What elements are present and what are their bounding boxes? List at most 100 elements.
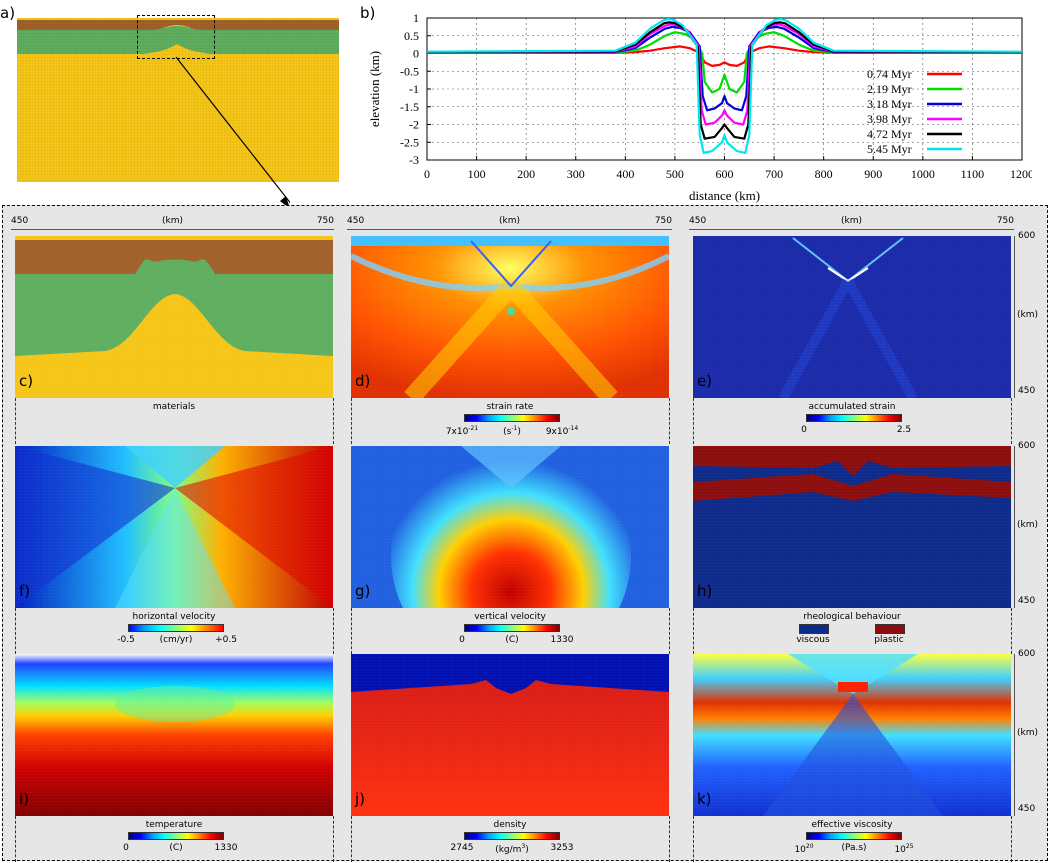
model-panels-frame: 450 (km) 750 450 (km) 750 450 (km) 750 6… xyxy=(2,205,1048,862)
axis-unit: (km) xyxy=(161,216,183,226)
y-tick-label: -1.5 xyxy=(400,100,419,114)
x-tick-label: 300 xyxy=(567,167,585,181)
map-panel-g xyxy=(351,446,669,608)
colorbar-unit: (kg/m3) xyxy=(495,843,529,855)
colorbar xyxy=(806,414,902,422)
colorbar xyxy=(128,624,224,632)
axis-unit: (km) xyxy=(840,216,862,226)
map-top-axis: 450 (km) 750 xyxy=(347,216,672,230)
legend-label: 5.45 Myr xyxy=(867,142,912,156)
colorbar-labels: 0 2.5 xyxy=(769,425,939,437)
map-panel-tag: i) xyxy=(19,790,30,808)
legend-label: 0.74 Myr xyxy=(867,67,912,81)
colorbar xyxy=(464,414,560,422)
map-caption: horizontal velocity xyxy=(132,612,216,622)
colorbar-labels: 0 (C) 1330 xyxy=(91,843,261,855)
axis-start: 450 xyxy=(11,216,29,226)
map-panel-c xyxy=(15,236,333,398)
panel-divider xyxy=(15,398,16,444)
zoom-arrow xyxy=(175,56,290,209)
map-caption: rheological behaviour xyxy=(803,612,901,622)
panel-divider xyxy=(1011,398,1012,444)
axis-top: 600 xyxy=(1018,231,1036,241)
map-caption: strain rate xyxy=(486,402,534,412)
plastic-label: plastic xyxy=(874,635,904,645)
colorbar-min: 0 xyxy=(459,635,465,645)
map-panel-h xyxy=(693,446,1011,608)
colorbar-max: 1330 xyxy=(214,843,238,853)
map-caption: vertical velocity xyxy=(474,612,546,622)
legend-label: 2.19 Myr xyxy=(867,82,912,96)
panel-divider xyxy=(351,816,352,862)
map-top-axis: 450 (km) 750 xyxy=(11,216,334,230)
colorbar-unit: (s-1) xyxy=(503,425,521,437)
colorbar xyxy=(464,832,560,840)
x-tick-label: 1200 xyxy=(1010,167,1032,181)
legend-label: 3.18 Myr xyxy=(867,97,912,111)
colorbar-labels: -0.5 (cm/yr) +0.5 xyxy=(91,635,261,647)
panel-divider xyxy=(351,398,352,444)
axis-unit: (km) xyxy=(498,216,520,226)
y-tick-label: 0 xyxy=(413,47,419,61)
panel-divider xyxy=(669,608,670,654)
x-tick-label: 400 xyxy=(616,167,634,181)
colorbar xyxy=(128,832,224,840)
panel-divider xyxy=(1011,816,1012,862)
colorbar xyxy=(464,624,560,632)
y-tick-label: -0.5 xyxy=(400,64,419,78)
map-panel-tag: g) xyxy=(355,582,371,600)
series-line-4.72-Myr xyxy=(426,21,1023,140)
colorbar xyxy=(806,832,902,840)
panel-divider xyxy=(669,398,670,444)
map-panel-f xyxy=(15,446,333,608)
x-tick-label: 100 xyxy=(468,167,486,181)
colorbar-max: 2.5 xyxy=(896,425,912,435)
panel-divider xyxy=(693,608,694,654)
colorbar-labels: 1020 (Pa.s) 1025 xyxy=(769,843,939,855)
colorbar-unit: (C) xyxy=(505,635,519,645)
map-panel-tag: j) xyxy=(355,790,366,808)
map-caption: effective viscosity xyxy=(811,820,893,830)
map-panel-tag: c) xyxy=(19,372,34,390)
series-line-3.18-Myr xyxy=(426,25,1023,112)
axis-top: 600 xyxy=(1018,649,1036,659)
colorbar-max: 9x10-14 xyxy=(545,425,579,437)
panel-b-label: b) xyxy=(360,4,376,22)
axis-end: 750 xyxy=(996,216,1014,226)
colorbar-min: 7x10-21 xyxy=(445,425,479,437)
x-tick-label: 700 xyxy=(765,167,783,181)
map-panel-tag: d) xyxy=(355,372,371,390)
map-panel-tag: f) xyxy=(19,582,31,600)
x-axis-label: distance (km) xyxy=(689,188,760,203)
map-panel-tag: k) xyxy=(697,790,712,808)
map-panel-tag: e) xyxy=(697,372,713,390)
colorbar-labels: 0 (C) 1330 xyxy=(427,635,597,647)
axis-end: 750 xyxy=(316,216,334,226)
colorbar-max: 3253 xyxy=(550,843,574,853)
panel-divider xyxy=(351,608,352,654)
viscous-swatch xyxy=(799,624,829,634)
axis-top: 600 xyxy=(1018,441,1036,451)
x-tick-label: 200 xyxy=(517,167,535,181)
x-tick-label: 1100 xyxy=(961,167,985,181)
axis-unit: (km) xyxy=(1017,310,1039,320)
panel-divider xyxy=(15,608,16,654)
colorbar-min: 1020 xyxy=(794,843,814,855)
y-tick-label: 0.5 xyxy=(404,29,419,43)
map-caption: accumulated strain xyxy=(808,402,896,412)
axis-unit: (km) xyxy=(1017,520,1039,530)
axis-start: 450 xyxy=(689,216,707,226)
x-tick-label: 500 xyxy=(666,167,684,181)
map-right-axis: 600 (km) 450 xyxy=(1014,231,1047,398)
map-right-axis: 600 (km) 450 xyxy=(1014,649,1047,816)
axis-start: 450 xyxy=(347,216,365,226)
colorbar-min: 0 xyxy=(123,843,129,853)
map-panel-d xyxy=(351,236,669,398)
colorbar-max: 1330 xyxy=(550,635,574,645)
zoom-box xyxy=(137,15,215,59)
y-tick-label: -2 xyxy=(409,118,419,132)
colorbar-unit: (C) xyxy=(169,843,183,853)
map-panel-k xyxy=(693,654,1011,816)
x-tick-label: 800 xyxy=(815,167,833,181)
